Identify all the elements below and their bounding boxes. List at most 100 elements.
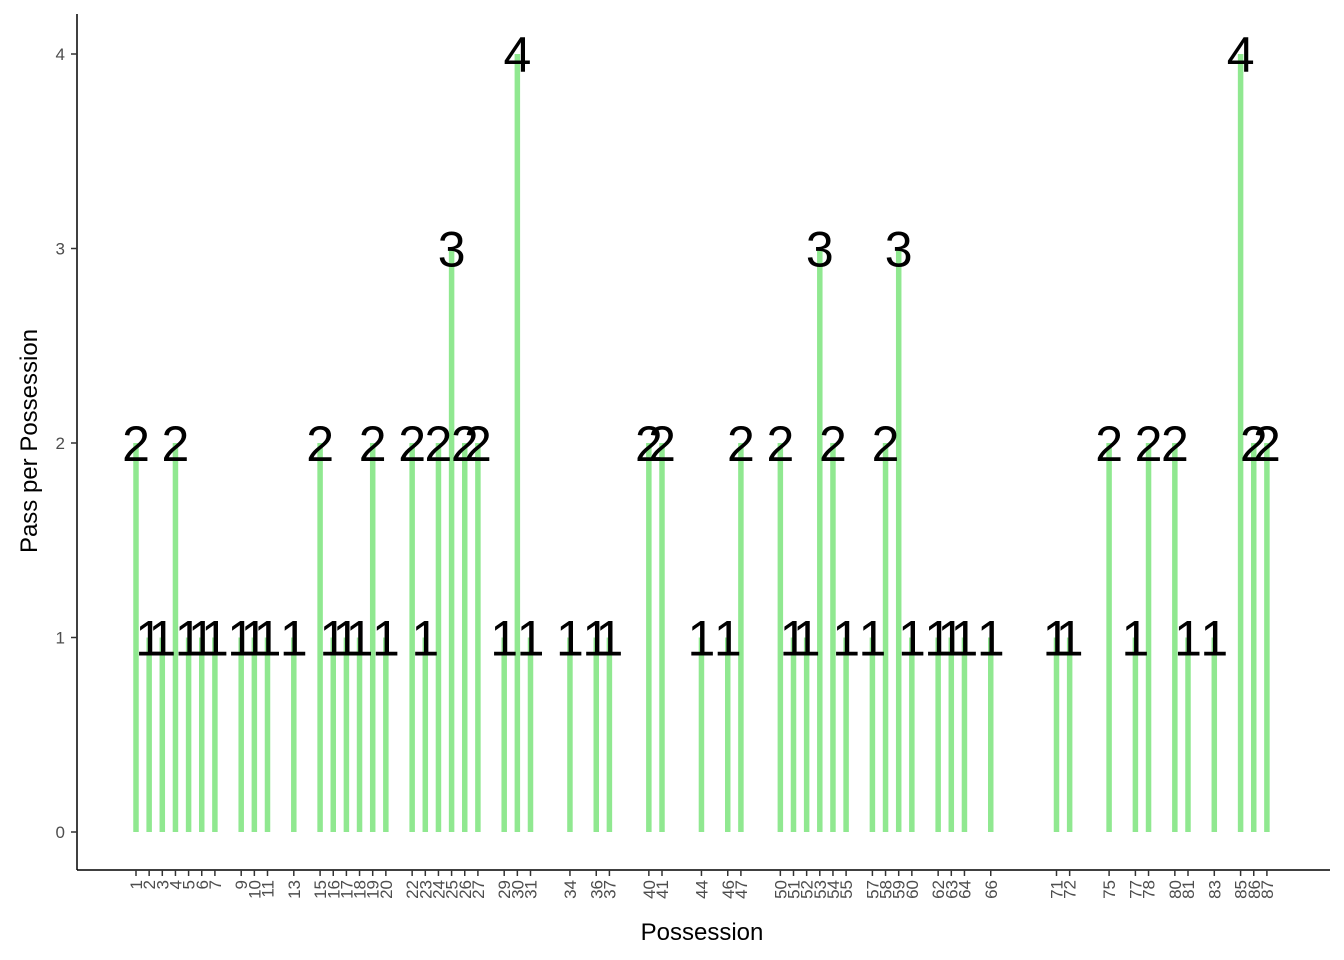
bar	[659, 443, 665, 832]
data-label: 2	[398, 416, 426, 472]
bar	[514, 54, 521, 832]
x-tick-label: 30	[508, 880, 527, 899]
y-tick-label: 2	[56, 434, 65, 453]
bar	[1251, 443, 1257, 832]
data-label: 1	[240, 611, 268, 667]
bar	[159, 637, 166, 832]
x-tick-label: 47	[732, 880, 751, 899]
x-tick-label: 27	[469, 880, 488, 899]
bar	[330, 637, 336, 832]
bar	[790, 637, 797, 832]
x-tick-label: 9	[232, 880, 251, 889]
data-label: 1	[714, 611, 742, 667]
data-label: 2	[425, 416, 453, 472]
bar	[909, 637, 915, 832]
bar	[238, 637, 244, 832]
data-label: 2	[359, 416, 387, 472]
bar	[725, 637, 731, 832]
data-label: 1	[688, 611, 716, 667]
x-tick-label: 57	[863, 880, 882, 899]
bar	[777, 443, 784, 832]
data-label: 1	[556, 611, 584, 667]
bar	[369, 443, 376, 832]
bar	[1264, 443, 1270, 832]
data-label: 1	[227, 611, 255, 667]
data-label: 1	[858, 611, 886, 667]
bar	[698, 637, 705, 832]
bar	[475, 443, 481, 832]
data-label: 2	[451, 416, 479, 472]
bar	[738, 443, 744, 832]
x-axis-title: Possession	[641, 919, 764, 946]
data-label: 1	[582, 611, 610, 667]
x-tick-label: 44	[692, 880, 711, 899]
bar	[185, 637, 192, 832]
y-axis-title: Pass per Possession	[16, 329, 43, 553]
x-tick-label: 58	[877, 880, 896, 899]
y-tick-label: 1	[56, 629, 65, 648]
x-tick-label: 83	[1205, 880, 1224, 899]
x-tick-label: 59	[890, 880, 909, 899]
bar	[422, 637, 429, 832]
x-tick-label: 2	[140, 880, 159, 889]
x-tick-label: 37	[600, 880, 619, 899]
bar	[1185, 637, 1191, 832]
data-label: 1	[517, 611, 545, 667]
bar	[527, 637, 534, 832]
bar	[817, 248, 823, 832]
x-tick-label: 78	[1140, 880, 1159, 899]
bar	[948, 637, 955, 832]
bar	[356, 637, 363, 832]
x-tick-label: 22	[403, 880, 422, 899]
x-tick-label: 13	[285, 880, 304, 899]
x-tick-label: 54	[824, 880, 843, 899]
x-tick-label: 10	[245, 880, 264, 899]
data-label: 1	[319, 611, 347, 667]
data-label: 2	[1135, 416, 1163, 472]
data-label: 1	[977, 611, 1005, 667]
data-label: 1	[1043, 611, 1071, 667]
x-tick-label: 20	[377, 880, 396, 899]
x-tick-label: 46	[719, 880, 738, 899]
data-label: 1	[175, 611, 203, 667]
bar	[251, 637, 258, 832]
data-label: 1	[332, 611, 360, 667]
data-label: 2	[464, 416, 492, 472]
x-tick-label: 29	[495, 880, 514, 899]
bar	[1172, 443, 1178, 832]
x-tick-label: 60	[903, 880, 922, 899]
bar	[646, 443, 652, 832]
y-tick-label: 3	[56, 240, 65, 259]
data-label: 1	[937, 611, 965, 667]
x-tick-label: 16	[324, 880, 343, 899]
x-tick-label: 31	[522, 880, 541, 899]
x-tick-label: 4	[166, 880, 185, 889]
data-label: 2	[162, 416, 190, 472]
bar	[199, 637, 205, 832]
bar	[212, 637, 218, 832]
data-label: 2	[1240, 416, 1268, 472]
bar	[133, 443, 139, 832]
bar	[317, 443, 323, 832]
x-tick-label: 23	[416, 880, 435, 899]
x-tick-label: 5	[180, 880, 199, 889]
data-label: 3	[438, 222, 466, 278]
bar	[172, 443, 179, 832]
x-tick-label: 36	[587, 880, 606, 899]
data-label: 2	[872, 416, 900, 472]
x-tick-label: 25	[443, 880, 462, 899]
data-label: 1	[832, 611, 860, 667]
bar	[843, 637, 849, 832]
data-label: 2	[306, 416, 334, 472]
data-label: 2	[1095, 416, 1123, 472]
data-label: 2	[1253, 416, 1281, 472]
x-tick-label: 62	[929, 880, 948, 899]
bar	[1237, 54, 1244, 832]
data-label: 4	[1227, 27, 1255, 83]
bar	[448, 248, 455, 832]
data-label: 1	[188, 611, 216, 667]
x-tick-label: 66	[982, 880, 1001, 899]
bar	[435, 443, 442, 832]
